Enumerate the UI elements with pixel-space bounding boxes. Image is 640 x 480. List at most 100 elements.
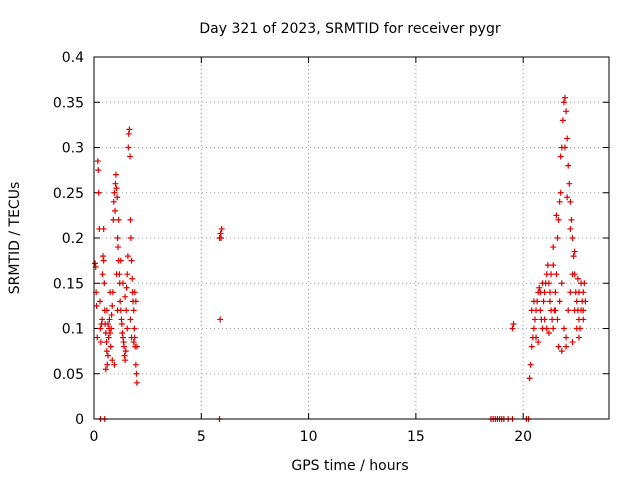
data-point — [568, 216, 575, 223]
data-point — [569, 271, 576, 278]
data-point — [537, 289, 544, 296]
data-point — [550, 244, 557, 251]
data-point — [95, 167, 102, 174]
data-point — [100, 257, 107, 264]
y-tick-label: 0.15 — [53, 276, 84, 292]
data-point — [545, 330, 552, 337]
data-point — [530, 325, 537, 332]
data-point — [101, 280, 108, 287]
data-point — [559, 117, 566, 124]
data-point — [580, 316, 587, 323]
x-axis-label: GPS time / hours — [291, 458, 408, 474]
data-point — [565, 162, 572, 169]
data-point — [115, 244, 122, 251]
data-point — [578, 280, 585, 287]
data-point — [574, 275, 581, 282]
data-point — [510, 320, 517, 327]
data-point — [112, 171, 119, 178]
data-point — [554, 235, 561, 241]
data-point — [564, 194, 571, 201]
data-point — [92, 260, 99, 267]
data-point — [580, 307, 587, 314]
data-point — [567, 225, 574, 232]
data-point — [528, 343, 535, 350]
data-point — [217, 316, 224, 323]
data-point — [114, 194, 121, 201]
data-point — [543, 325, 550, 332]
x-tick-label: 5 — [197, 429, 206, 445]
data-point — [109, 357, 116, 364]
data-point — [218, 235, 225, 241]
data-point — [113, 271, 120, 278]
data-point — [546, 289, 553, 296]
data-point — [509, 325, 516, 332]
data-point — [131, 325, 138, 332]
data-point — [111, 189, 118, 196]
data-point — [124, 325, 131, 332]
data-point — [133, 343, 140, 350]
data-point — [552, 289, 559, 296]
data-point — [121, 343, 128, 350]
data-point — [545, 280, 552, 287]
data-point — [533, 334, 540, 341]
data-point — [104, 320, 111, 327]
data-point — [567, 198, 574, 205]
x-tick-label: 10 — [300, 429, 318, 445]
data-point — [105, 334, 112, 341]
data-point — [97, 298, 104, 305]
data-point — [571, 248, 578, 255]
data-point — [563, 108, 570, 115]
data-point — [103, 339, 110, 346]
data-point — [97, 325, 104, 332]
y-tick-label: 0.4 — [62, 50, 84, 66]
data-point — [132, 298, 139, 305]
data-point — [122, 293, 129, 300]
data-point — [118, 320, 125, 327]
data-point — [99, 316, 106, 323]
data-point — [99, 271, 106, 278]
data-point — [535, 339, 542, 346]
data-point — [127, 153, 134, 160]
data-point — [103, 348, 110, 355]
data-point — [94, 334, 101, 341]
data-point — [100, 225, 107, 232]
data-point — [122, 348, 129, 355]
y-axis-label: SRMTID / TECUs — [7, 182, 23, 295]
data-point — [539, 280, 546, 287]
data-point — [562, 94, 569, 101]
data-point — [560, 325, 567, 332]
data-point — [107, 343, 114, 350]
data-point — [536, 284, 543, 291]
data-point — [544, 262, 551, 269]
data-point — [558, 280, 565, 287]
data-point — [111, 361, 118, 368]
data-point — [125, 144, 132, 151]
data-point — [124, 271, 131, 278]
data-point — [575, 289, 582, 296]
data-point — [556, 298, 563, 305]
data-point — [573, 298, 580, 305]
data-point — [548, 271, 555, 278]
data-point — [570, 253, 577, 260]
data-point — [527, 361, 534, 368]
data-point — [94, 158, 101, 165]
x-tick-label: 15 — [407, 429, 425, 445]
y-tick-label: 0.2 — [62, 231, 84, 247]
data-point — [127, 235, 134, 241]
data-point — [530, 298, 537, 305]
data-point — [104, 352, 111, 359]
data-point — [553, 212, 560, 219]
data-point — [103, 307, 110, 314]
data-point — [97, 339, 104, 346]
data-point — [567, 289, 574, 296]
data-point — [546, 298, 553, 305]
data-point — [133, 370, 140, 377]
data-point — [218, 225, 225, 232]
data-point — [114, 307, 121, 314]
data-point — [107, 289, 114, 296]
data-point — [555, 343, 562, 350]
data-point — [130, 307, 137, 314]
data-point — [106, 316, 113, 323]
grid — [94, 57, 609, 419]
